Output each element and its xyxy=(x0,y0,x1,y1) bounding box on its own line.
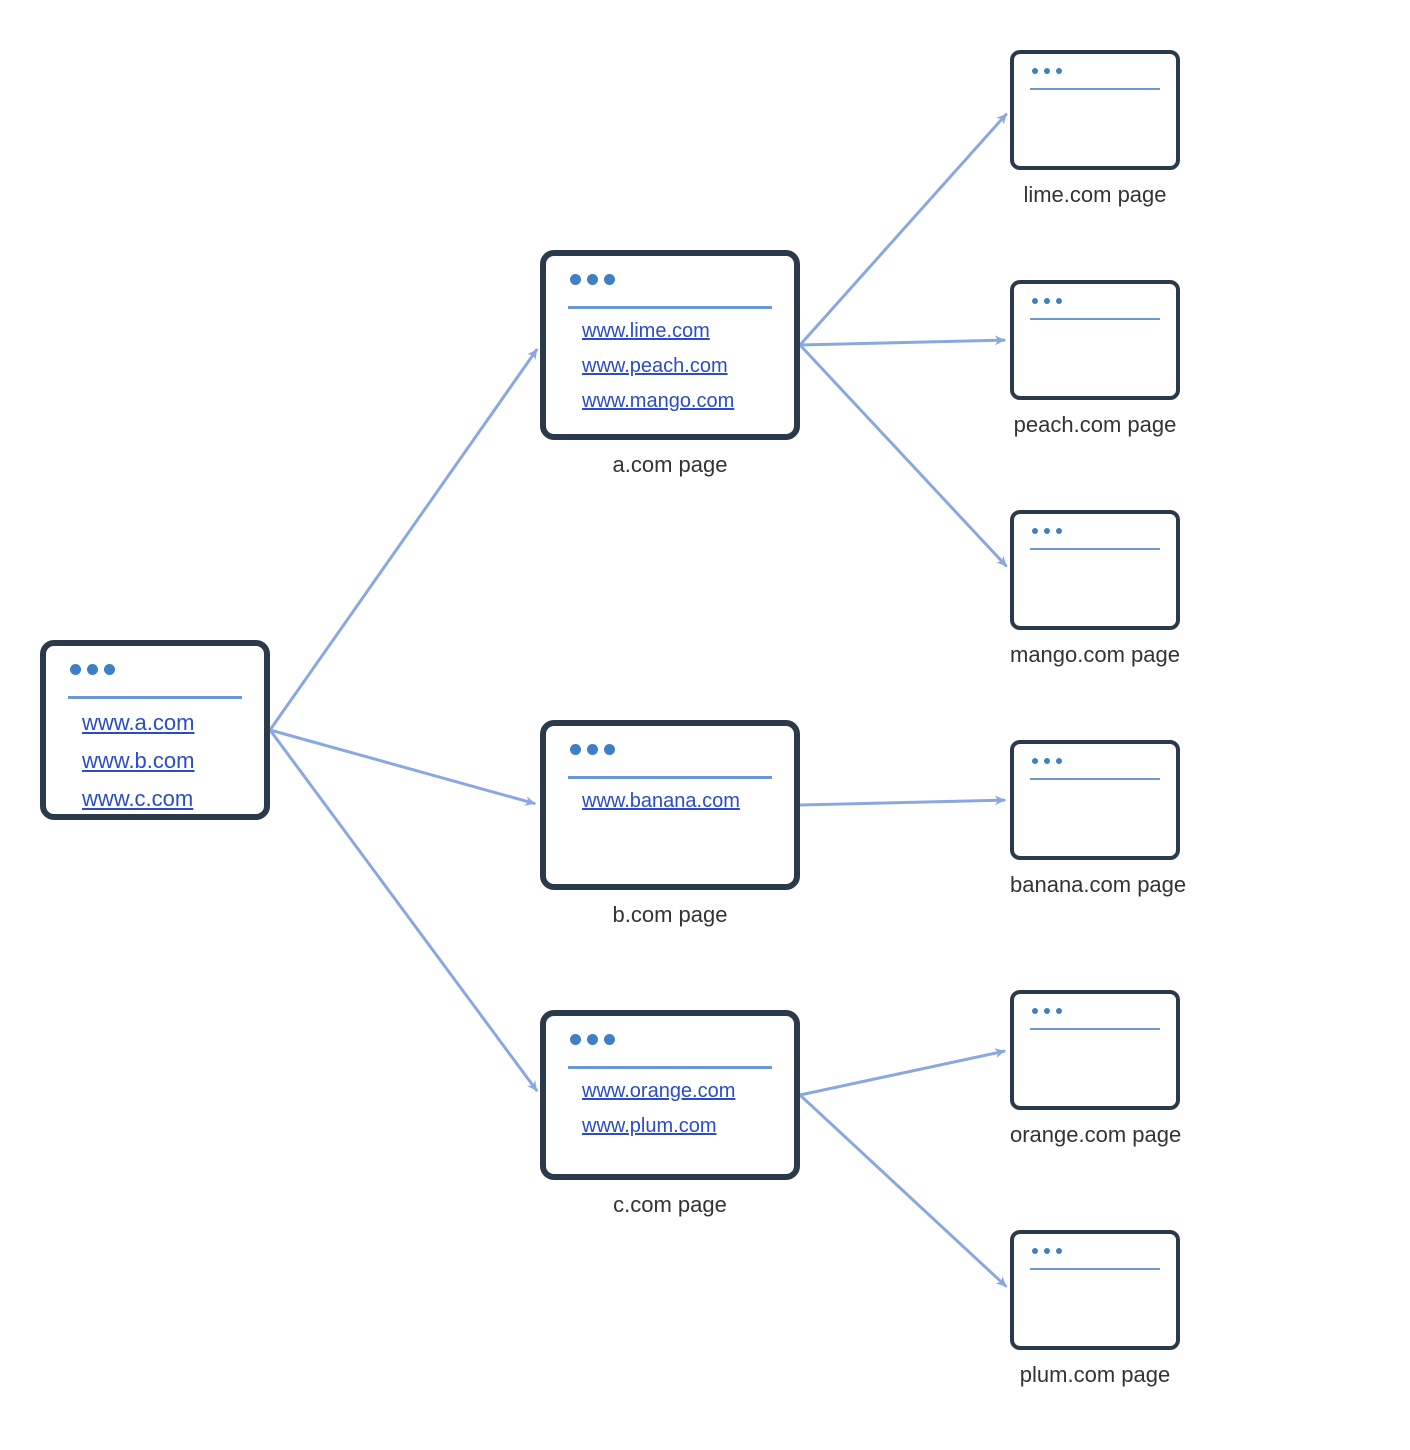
window-dots-icon xyxy=(570,744,615,755)
titlebar-divider xyxy=(568,1066,772,1069)
node-caption: c.com page xyxy=(540,1192,800,1218)
window-dots-icon xyxy=(570,1034,615,1045)
node-caption: orange.com page xyxy=(1010,1122,1180,1148)
link-item: www.b.com xyxy=(82,748,194,774)
titlebar-divider xyxy=(1030,778,1160,780)
edge-c-to-orange xyxy=(800,1051,1004,1095)
link-item: www.orange.com xyxy=(582,1080,735,1103)
node-lime xyxy=(1010,50,1180,170)
link-item: www.c.com xyxy=(82,786,194,812)
edge-a-to-lime xyxy=(800,114,1006,345)
node-caption: b.com page xyxy=(540,902,800,928)
diagram-stage: www.a.comwww.b.comwww.c.comwww.lime.comw… xyxy=(0,0,1410,1450)
window-dots-icon xyxy=(1032,298,1062,304)
link-item: www.lime.com xyxy=(582,320,734,343)
edge-root-to-b xyxy=(270,730,534,803)
node-peach xyxy=(1010,280,1180,400)
edge-a-to-mango xyxy=(800,345,1006,566)
link-item: www.peach.com xyxy=(582,355,734,378)
titlebar-divider xyxy=(68,696,242,699)
titlebar-divider xyxy=(1030,318,1160,320)
node-caption: peach.com page xyxy=(1010,412,1180,438)
link-item: www.a.com xyxy=(82,710,194,736)
node-caption: plum.com page xyxy=(1010,1362,1180,1388)
node-caption: mango.com page xyxy=(1010,642,1180,668)
edge-c-to-plum xyxy=(800,1095,1006,1286)
links-list: www.banana.com xyxy=(582,790,740,813)
window-dots-icon xyxy=(70,664,115,675)
node-caption: lime.com page xyxy=(1010,182,1180,208)
edge-root-to-a xyxy=(270,350,537,730)
titlebar-divider xyxy=(1030,548,1160,550)
links-list: www.orange.com www.plum.com xyxy=(582,1080,735,1138)
link-item: www.banana.com xyxy=(582,790,740,813)
window-dots-icon xyxy=(570,274,615,285)
node-orange xyxy=(1010,990,1180,1110)
window-dots-icon xyxy=(1032,1008,1062,1014)
node-c: www.orange.com www.plum.com xyxy=(540,1010,800,1180)
node-caption: a.com page xyxy=(540,452,800,478)
node-b: www.banana.com xyxy=(540,720,800,890)
node-banana xyxy=(1010,740,1180,860)
titlebar-divider xyxy=(1030,88,1160,90)
node-mango xyxy=(1010,510,1180,630)
node-plum xyxy=(1010,1230,1180,1350)
node-a: www.lime.com www.peach.com www.mango.com xyxy=(540,250,800,440)
edge-root-to-c xyxy=(270,730,536,1090)
titlebar-divider xyxy=(568,306,772,309)
edge-b-to-banana xyxy=(800,800,1004,805)
link-item: www.mango.com xyxy=(582,390,734,413)
edge-a-to-peach xyxy=(800,340,1004,345)
window-dots-icon xyxy=(1032,528,1062,534)
window-dots-icon xyxy=(1032,758,1062,764)
node-root: www.a.com www.b.com www.c.com xyxy=(40,640,270,820)
window-dots-icon xyxy=(1032,68,1062,74)
link-item: www.plum.com xyxy=(582,1115,735,1138)
titlebar-divider xyxy=(1030,1028,1160,1030)
links-list: www.a.com www.b.com www.c.com xyxy=(82,710,194,812)
links-list: www.lime.com www.peach.com www.mango.com xyxy=(582,320,734,413)
titlebar-divider xyxy=(568,776,772,779)
titlebar-divider xyxy=(1030,1268,1160,1270)
window-dots-icon xyxy=(1032,1248,1062,1254)
node-caption: banana.com page xyxy=(1010,872,1180,898)
